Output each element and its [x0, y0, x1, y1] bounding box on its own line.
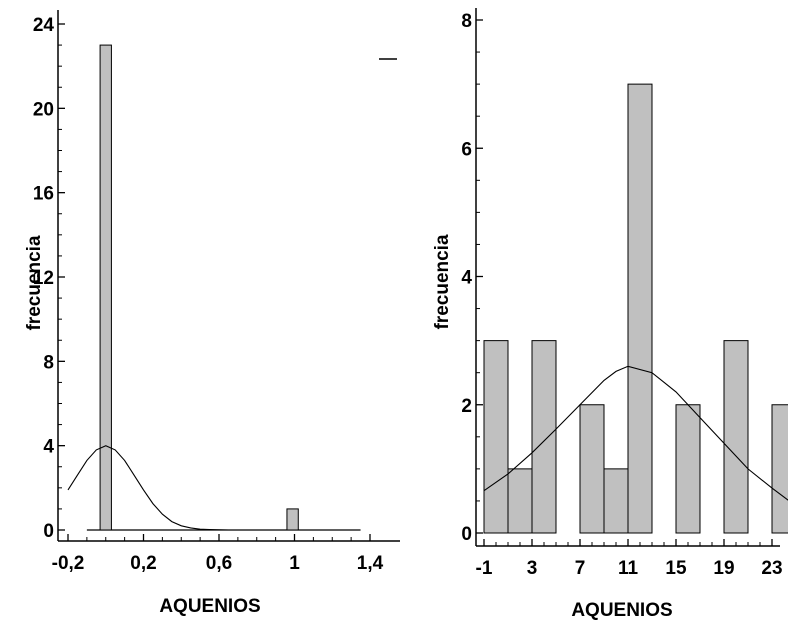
- y-tick-label: 12: [33, 268, 54, 289]
- x-tick-label: -0,2: [52, 553, 85, 574]
- right-marks: [483, 83, 788, 534]
- x-tick-label: 19: [713, 558, 734, 579]
- x-tick-label: 23: [761, 558, 782, 579]
- normal-fit-curve: [67, 445, 248, 531]
- histogram-left-panel: 0 4 8 12 16 20 24 -0,2 0,2 0,6 1 1,4 AQUENIOS frec…: [24, 10, 400, 617]
- x-tick-label: -1: [476, 558, 493, 579]
- x-tick-label: 11: [618, 558, 639, 579]
- histogram-bar: [507, 468, 533, 534]
- x-tick-label: 7: [575, 558, 586, 579]
- histogram-bar: [286, 508, 299, 531]
- histogram-bar: [579, 404, 605, 534]
- histogram-right-panel: 0 2 4 6 8 -1 3 7 11 15 19 23 AQUENIOS frecuencia: [432, 8, 788, 621]
- histogram-bar: [771, 404, 788, 534]
- right-normal-curve: [483, 365, 788, 501]
- x-tick-label: 1: [289, 553, 300, 574]
- y-tick-label: 2: [461, 396, 472, 417]
- histogram-bar: [603, 468, 629, 534]
- y-tick-label: 8: [43, 352, 54, 373]
- x-axis-title: AQUENIOS: [159, 596, 260, 617]
- x-tick-label: 3: [527, 558, 538, 579]
- x-tick-label: 0,2: [130, 553, 156, 574]
- x-tick-label: 0,6: [206, 553, 232, 574]
- histogram-bar: [675, 404, 701, 534]
- y-tick-label: 8: [461, 11, 472, 32]
- left-x-ticks: -0,2 0,2 0,6 1 1,4: [52, 534, 384, 574]
- y-tick-label: 20: [33, 99, 54, 120]
- y-tick-label: 16: [33, 184, 54, 205]
- y-tick-label: 4: [43, 437, 54, 458]
- x-tick-label: 1,4: [357, 553, 384, 574]
- x-tick-label: 15: [665, 558, 687, 579]
- histogram-bar: [627, 83, 653, 534]
- histogram-bar: [483, 340, 509, 534]
- left-marks: [86, 44, 361, 531]
- left-y-ticks: 0 4 8 12 16 20 24: [33, 15, 65, 542]
- histogram-bar: [531, 340, 557, 534]
- x-axis-title: AQUENIOS: [571, 600, 672, 621]
- y-tick-label: 0: [43, 521, 54, 542]
- y-axis-title: frecuencia: [24, 235, 45, 330]
- histogram-bar: [99, 44, 112, 531]
- right-x-ticks: -1 3 7 11 15 19 23: [476, 539, 783, 579]
- left-normal-curve: [67, 445, 248, 531]
- right-y-ticks: 0 2 4 6 8: [461, 11, 483, 545]
- y-tick-label: 0: [461, 524, 472, 545]
- y-tick-label: 24: [33, 15, 55, 36]
- histogram-bar: [723, 340, 749, 534]
- y-tick-label: 4: [461, 268, 472, 289]
- normal-fit-curve: [483, 365, 788, 501]
- y-tick-label: 6: [461, 139, 472, 160]
- y-axis-title: frecuencia: [432, 234, 453, 329]
